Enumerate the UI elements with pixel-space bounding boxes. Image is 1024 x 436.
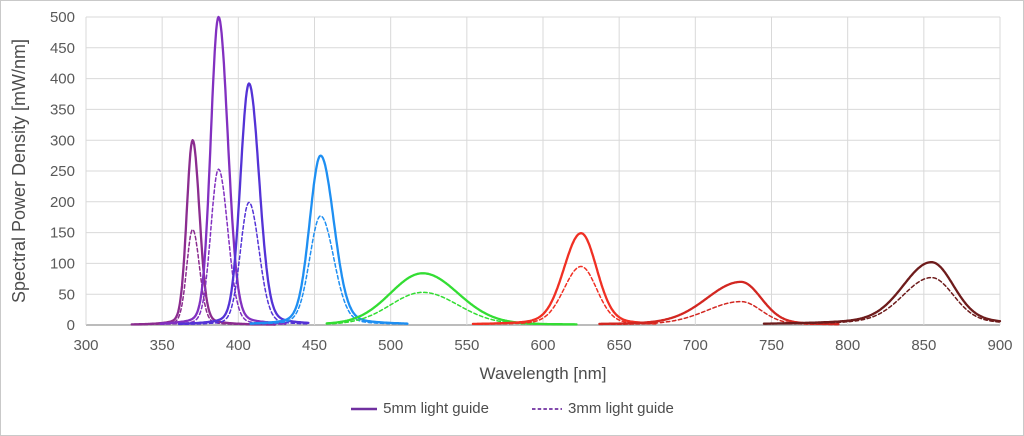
y-tick-label: 250 [50,163,75,180]
x-tick-label: 600 [530,337,555,354]
y-axis-title: Spectral Power Density [mW/nm] [9,39,29,303]
peak-407nm-dashed-curve [178,201,310,326]
y-tick-label: 350 [50,102,75,119]
legend-item-5mm: 5mm light guide [350,400,489,417]
x-tick-label: 550 [454,337,479,354]
solid-line-swatch [351,407,378,410]
y-tick-label: 400 [50,71,75,88]
chart-legend: 5mm light guide 3mm light guide [1,400,1023,417]
y-tick-label: 100 [50,256,75,273]
x-tick-label: 500 [378,337,403,354]
y-tick-label: 200 [50,194,75,211]
y-tick-label: 300 [50,132,75,149]
dashed-line-swatch [532,407,562,410]
legend-label-3mm: 3mm light guide [568,400,674,417]
legend-item-3mm: 3mm light guide [531,400,674,417]
x-tick-label: 750 [759,337,784,354]
y-tick-label: 150 [50,225,75,242]
peak-730nm-solid-curve [598,280,840,326]
peak-520nm-solid-curve [325,272,578,326]
x-axis-title: Wavelength [nm] [480,364,607,383]
gridlines [85,16,1001,326]
x-tick-label: 800 [835,337,860,354]
peak-625nm-dashed-curve [472,265,657,326]
peak-455nm-solid-curve [249,154,409,325]
x-tick-label: 350 [150,337,175,354]
x-tick-label: 450 [302,337,327,354]
y-tick-label: 450 [50,40,75,57]
x-tick-label: 700 [683,337,708,354]
y-tick-label: 500 [50,9,75,26]
x-tick-label: 900 [987,337,1012,354]
y-tick-label: 50 [58,286,75,303]
x-tick-label: 300 [73,337,98,354]
peak-855nm-solid-curve [762,261,1002,325]
spectra-curves [130,15,1002,326]
x-tick-label: 650 [607,337,632,354]
x-tick-label: 850 [911,337,936,354]
legend-label-5mm: 5mm light guide [383,400,489,417]
y-tick-label: 0 [67,317,75,334]
axis-tick-labels: 0 50 100 150 200 250 300 350 400 450 500 300 350 400 4… [50,9,1013,354]
peak-625nm-solid-curve [471,232,657,326]
x-tick-label: 400 [226,337,251,354]
